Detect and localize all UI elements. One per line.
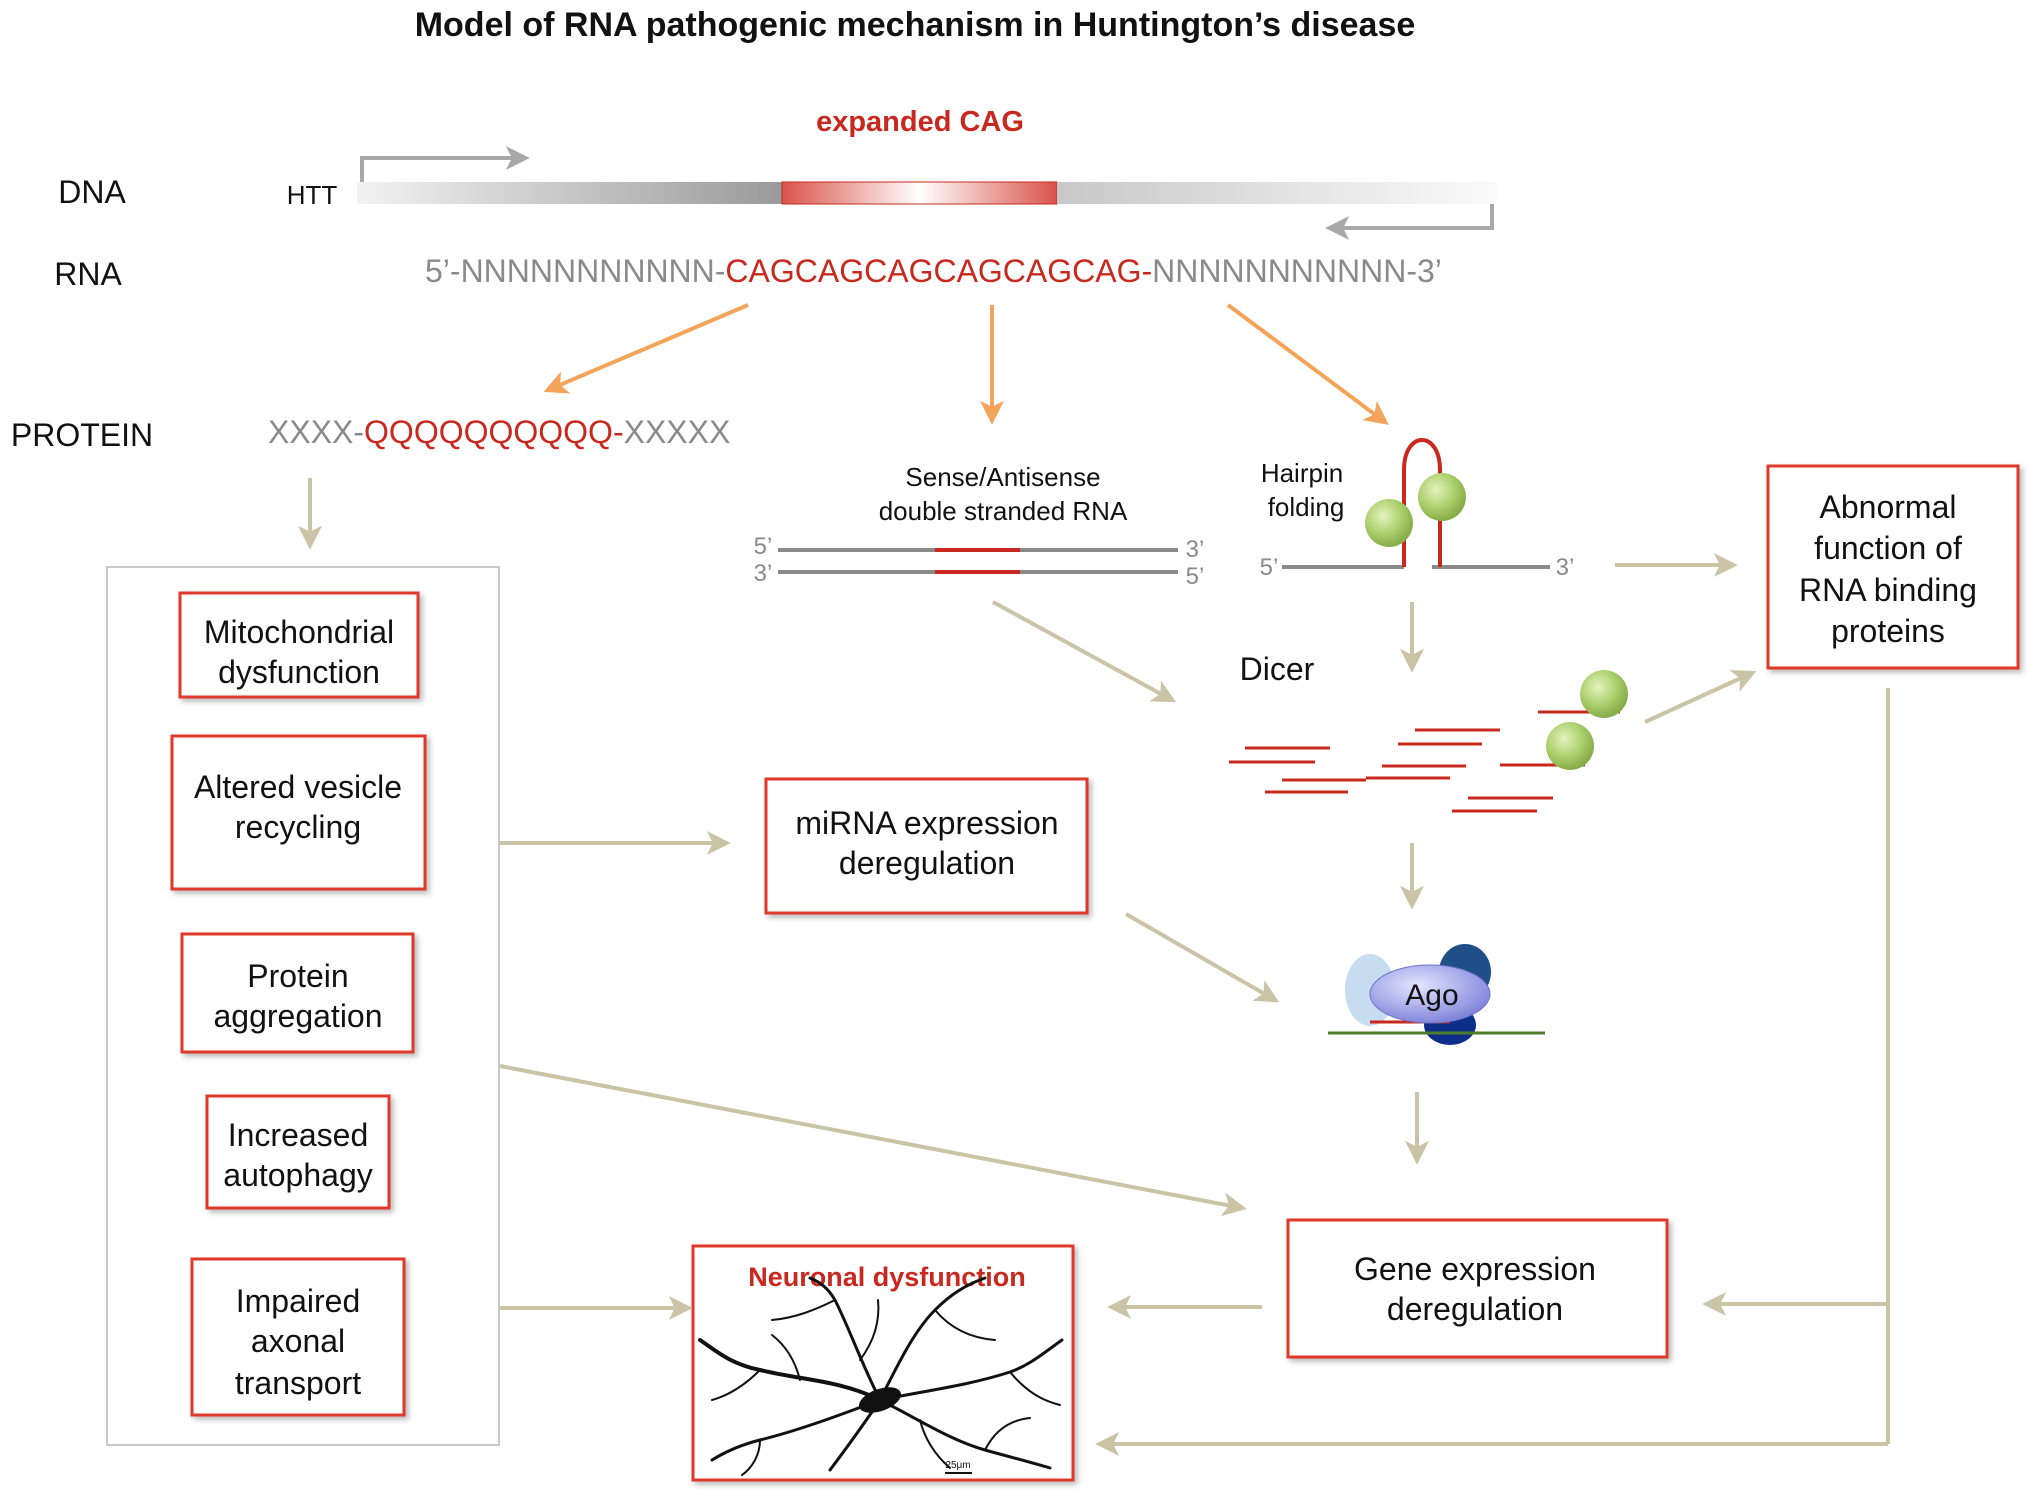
mitochondrial-line1: Mitochondrial: [204, 614, 394, 650]
dna-label: DNA: [58, 174, 126, 210]
dsrna-bottom-left-end: 3’: [754, 560, 773, 587]
dna-strand: [357, 181, 1497, 205]
neuron-image: [698, 1276, 1064, 1476]
protein-sequence-left: XXXX-: [268, 414, 364, 450]
aggregation-line1: Protein: [247, 958, 348, 994]
dsrna-label-line2: double stranded RNA: [879, 496, 1128, 526]
rbp-line3: RNA binding: [1799, 572, 1977, 608]
gene-expression-box: Gene expression deregulation: [1286, 1218, 1669, 1359]
hairpin-structure: [1282, 438, 1550, 569]
axonal-line2: axonal: [251, 1323, 345, 1359]
dsrna-duplex: [778, 548, 1178, 574]
rna-sequence-repeat: CAGCAGCAGCAGCAGCAG-: [725, 253, 1152, 289]
rna-to-protein-arrow: [543, 303, 749, 394]
neuronal-title: Neuronal dysfunction: [748, 1262, 1026, 1292]
hairpin-label-line1: Hairpin: [1261, 458, 1343, 488]
small-rna-fragments: [1229, 710, 1620, 813]
dsrna-label-line1: Sense/Antisense: [905, 462, 1100, 492]
hairpin-left-end: 5’: [1260, 554, 1279, 581]
mitochondrial-box: Mitochondrial dysfunction: [178, 591, 420, 699]
mirna-to-ago-arrow: [1125, 912, 1280, 1003]
autophagy-box: Increased autophagy: [205, 1094, 391, 1210]
vesicle-box: Altered vesicle recycling: [170, 734, 427, 891]
dsrna-top-right-end: 3’: [1186, 536, 1205, 563]
ago-complex: [1328, 944, 1545, 1045]
hairpin-label-line2: folding: [1268, 492, 1345, 522]
gene-expression-line1: Gene expression: [1354, 1251, 1596, 1287]
antisense-promoter-arrow: [1325, 204, 1494, 240]
rbp-ball: [1580, 670, 1628, 718]
rna-sequence: 5’-NNNNNNNNNNN-CAGCAGCAGCAGCAGCAG-NNNNNN…: [425, 253, 1442, 289]
axonal-box: Impaired axonal transport: [190, 1257, 406, 1417]
rbp-box: Abnormal function of RNA binding protein…: [1766, 464, 2020, 670]
neuronal-box: Neuronal dysfunction: [691, 1244, 1075, 1482]
rna-to-hairpin-arrow: [1226, 303, 1389, 425]
mitochondrial-line2: dysfunction: [218, 654, 380, 690]
dicer-label: Dicer: [1240, 651, 1315, 687]
vesicle-line2: recycling: [235, 809, 361, 845]
mirna-line1: miRNA expression: [795, 805, 1058, 841]
dicer-to-rbp-arrow: [1644, 670, 1757, 724]
rbp-line4: proteins: [1831, 613, 1945, 649]
dsrna-bottom-right-end: 5’: [1186, 563, 1205, 590]
rna-sequence-left: 5’-NNNNNNNNNNN-: [425, 253, 725, 289]
rbp-line2: function of: [1814, 530, 1962, 566]
aggregation-box: Protein aggregation: [180, 932, 415, 1054]
aggregation-line2: aggregation: [213, 998, 382, 1034]
axonal-line3: transport: [235, 1365, 361, 1401]
protein-sequence-repeat: QQQQQQQQQQ-: [364, 414, 624, 450]
dsrna-top-left-end: 5’: [754, 533, 773, 560]
axonal-line1: Impaired: [236, 1283, 361, 1319]
rna-sequence-right: NNNNNNNNNNN-3’: [1152, 253, 1442, 289]
sense-promoter-arrow: [360, 146, 530, 182]
rna-label: RNA: [54, 256, 122, 292]
htt-label: HTT: [287, 180, 338, 210]
protein-sequence-right: XXXXX: [624, 414, 731, 450]
gene-expression-line2: deregulation: [1387, 1291, 1563, 1327]
autophagy-line2: autophagy: [223, 1157, 372, 1193]
mirna-line2: deregulation: [839, 845, 1015, 881]
ago-label: Ago: [1405, 979, 1458, 1012]
protein-sequence: XXXX-QQQQQQQQQQ-XXXXX: [268, 414, 730, 450]
mirna-box: miRNA expression deregulation: [764, 777, 1089, 915]
hairpin-right-end: 3’: [1556, 554, 1575, 581]
rbp-line1: Abnormal: [1820, 489, 1957, 525]
dsrna-to-dicer-arrow: [992, 600, 1177, 703]
autophagy-line1: Increased: [228, 1117, 369, 1153]
expanded-cag-label: expanded CAG: [816, 106, 1024, 138]
rbp-ball: [1546, 722, 1594, 770]
scale-bar-label: 25μm: [945, 1460, 970, 1471]
page-title: Model of RNA pathogenic mechanism in Hun…: [415, 6, 1416, 44]
vesicle-line1: Altered vesicle: [194, 769, 402, 805]
panel-to-gene-expression-arrow: [499, 1064, 1247, 1217]
protein-label: PROTEIN: [11, 417, 153, 453]
